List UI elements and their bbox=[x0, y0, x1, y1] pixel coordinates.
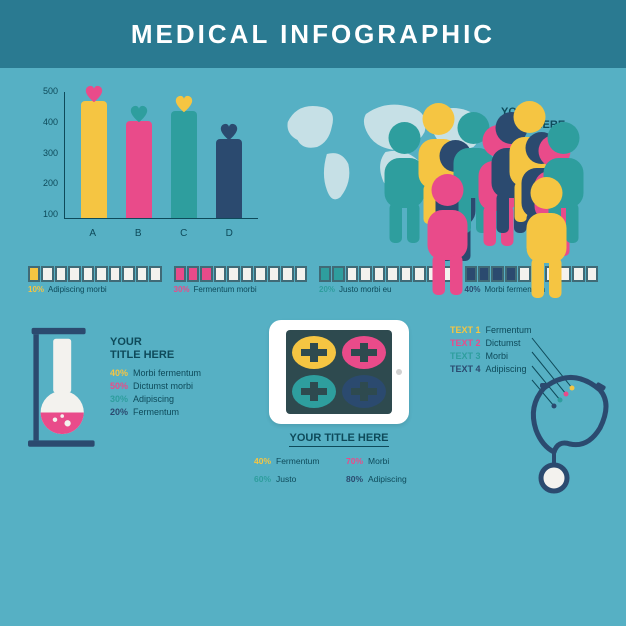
y-tick: 200 bbox=[43, 178, 58, 188]
legend-row: 40%Fermentum bbox=[254, 456, 332, 466]
stethoscope-section: TEXT 1FermentumTEXT 2DictumstTEXT 3Morbi… bbox=[450, 320, 598, 510]
progress-box bbox=[295, 266, 307, 282]
person-icon bbox=[439, 173, 626, 303]
progress-box bbox=[200, 266, 212, 282]
world-map bbox=[278, 92, 493, 222]
legend-row: 80%Adipiscing bbox=[346, 474, 424, 484]
progress-box bbox=[109, 266, 121, 282]
tablet-section: YOUR TITLE HERE 40%Fermentum 70%Morbi 60%J… bbox=[244, 320, 434, 510]
heart-icon bbox=[84, 85, 104, 103]
progress-box bbox=[95, 266, 107, 282]
page-title: MEDICAL INFOGRAPHIC bbox=[131, 19, 495, 50]
progress-box bbox=[149, 266, 161, 282]
progress-box bbox=[68, 266, 80, 282]
x-tick: C bbox=[170, 228, 198, 239]
progress-box bbox=[136, 266, 148, 282]
bar bbox=[80, 101, 108, 218]
progress-box bbox=[174, 266, 186, 282]
flask-legend: YOURTITLE HERE 40%Morbi fermentum 50%Dict… bbox=[110, 336, 201, 510]
bar bbox=[170, 111, 198, 218]
legend-row: 50%Dictumst morbi bbox=[110, 381, 201, 391]
legend-row: 40%Morbi fermentum bbox=[110, 368, 201, 378]
progress-box bbox=[41, 266, 53, 282]
flask-icon bbox=[28, 320, 100, 460]
x-tick: A bbox=[79, 228, 107, 239]
progress-box bbox=[214, 266, 226, 282]
app-icon bbox=[292, 336, 336, 369]
stethoscope-icon bbox=[462, 328, 622, 498]
y-tick: 300 bbox=[43, 148, 58, 158]
progress-box bbox=[241, 266, 253, 282]
legend-row: 30%Adipiscing bbox=[110, 394, 201, 404]
flask-section: YOURTITLE HERE 40%Morbi fermentum 50%Dict… bbox=[28, 320, 228, 510]
progress-box bbox=[319, 266, 331, 282]
world-map-section: YOURTITLE HERE 40%Text 130%Text 220%Text… bbox=[278, 86, 598, 246]
y-tick: 400 bbox=[43, 117, 58, 127]
progress-box bbox=[55, 266, 67, 282]
heart-icon bbox=[129, 105, 149, 123]
legend-row: 20%Fermentum bbox=[110, 407, 201, 417]
progress-strip: 30%Fermentum morbi bbox=[174, 266, 308, 294]
progress-box bbox=[268, 266, 280, 282]
y-tick: 500 bbox=[43, 86, 58, 96]
row-charts: 500 400 300 200 100 A B C D bbox=[28, 86, 598, 246]
x-tick: D bbox=[215, 228, 243, 239]
strip-label: 10%Adipiscing morbi bbox=[28, 285, 162, 294]
strip-label: 30%Fermentum morbi bbox=[174, 285, 308, 294]
progress-box bbox=[227, 266, 239, 282]
app-icon bbox=[292, 375, 336, 408]
header-bar: MEDICAL INFOGRAPHIC bbox=[0, 0, 626, 68]
progress-box bbox=[254, 266, 266, 282]
bar bbox=[215, 139, 243, 218]
tablet-title: YOUR TITLE HERE bbox=[289, 432, 388, 447]
x-tick: B bbox=[124, 228, 152, 239]
tablet-legend: 40%Fermentum 70%Morbi 60%Justo 80%Adipiscin… bbox=[254, 453, 424, 487]
progress-box bbox=[122, 266, 134, 282]
tablet-device bbox=[269, 320, 409, 424]
progress-box bbox=[281, 266, 293, 282]
bar-chart: 500 400 300 200 100 A B C D bbox=[28, 86, 258, 241]
app-icon bbox=[342, 375, 386, 408]
progress-box bbox=[28, 266, 40, 282]
app-icon bbox=[342, 336, 386, 369]
progress-strip: 10%Adipiscing morbi bbox=[28, 266, 162, 294]
progress-box bbox=[187, 266, 199, 282]
bar bbox=[125, 121, 153, 218]
heart-icon bbox=[174, 95, 194, 113]
tablet-screen bbox=[286, 330, 392, 414]
y-tick: 100 bbox=[43, 209, 58, 219]
content: 500 400 300 200 100 A B C D bbox=[0, 68, 626, 510]
legend-row: 60%Justo bbox=[254, 474, 332, 484]
heart-icon bbox=[219, 123, 239, 141]
flask-title: YOURTITLE HERE bbox=[110, 336, 201, 362]
progress-box bbox=[82, 266, 94, 282]
legend-row: 70%Morbi bbox=[346, 456, 424, 466]
row-bottom: YOURTITLE HERE 40%Morbi fermentum 50%Dict… bbox=[28, 320, 598, 510]
